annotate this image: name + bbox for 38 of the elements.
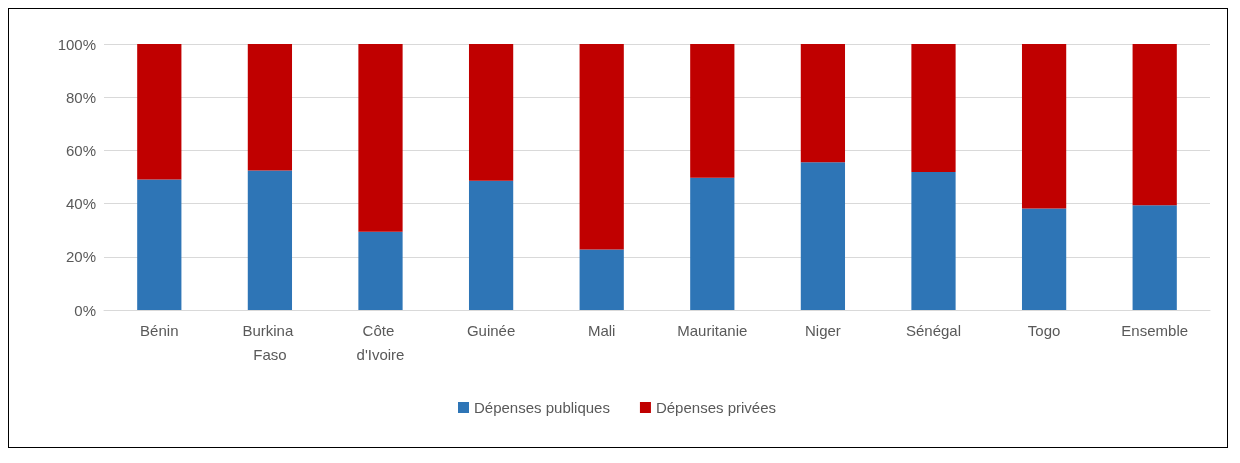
x-tick-label: Ensemble — [1121, 321, 1189, 339]
bar — [800, 162, 846, 310]
bar — [137, 179, 182, 310]
bar — [468, 180, 514, 310]
bar — [247, 44, 293, 171]
bar — [690, 44, 735, 178]
x-tick-label: Guinée — [466, 321, 516, 339]
bar — [911, 44, 956, 172]
bar — [1132, 44, 1177, 206]
x-tick-label: Togo — [1027, 321, 1061, 339]
x-tick-label: Bénin — [140, 321, 179, 339]
x-tick-label: Mauritanie — [677, 321, 748, 339]
bar — [358, 231, 403, 310]
x-tick-label: Mali — [587, 321, 616, 339]
bar — [800, 44, 846, 163]
bar — [468, 44, 514, 181]
y-tick-label: 60% — [65, 141, 96, 159]
x-tick-label: Burkina Faso — [242, 321, 298, 363]
bar — [1021, 44, 1067, 209]
bar — [1021, 208, 1067, 310]
bar — [358, 44, 403, 232]
y-tick-label: 40% — [65, 195, 96, 213]
bar — [579, 249, 624, 310]
y-tick-label: 80% — [65, 88, 96, 106]
x-tick-label: Sénégal — [905, 321, 962, 339]
bar — [1132, 205, 1177, 310]
x-tick-label: Niger — [804, 321, 841, 339]
bar — [911, 171, 956, 310]
legend-label: Dépenses privées — [655, 399, 777, 416]
bar — [247, 170, 293, 310]
y-tick-label: 0% — [74, 301, 96, 319]
y-tick-label: 20% — [65, 248, 96, 266]
bar — [137, 44, 182, 180]
bar — [690, 177, 735, 310]
legend-label: Dépenses publiques — [474, 399, 610, 416]
bar — [579, 44, 624, 250]
y-tick-label: 100% — [57, 35, 96, 53]
x-tick-label: Côte d'Ivoire — [356, 321, 405, 363]
